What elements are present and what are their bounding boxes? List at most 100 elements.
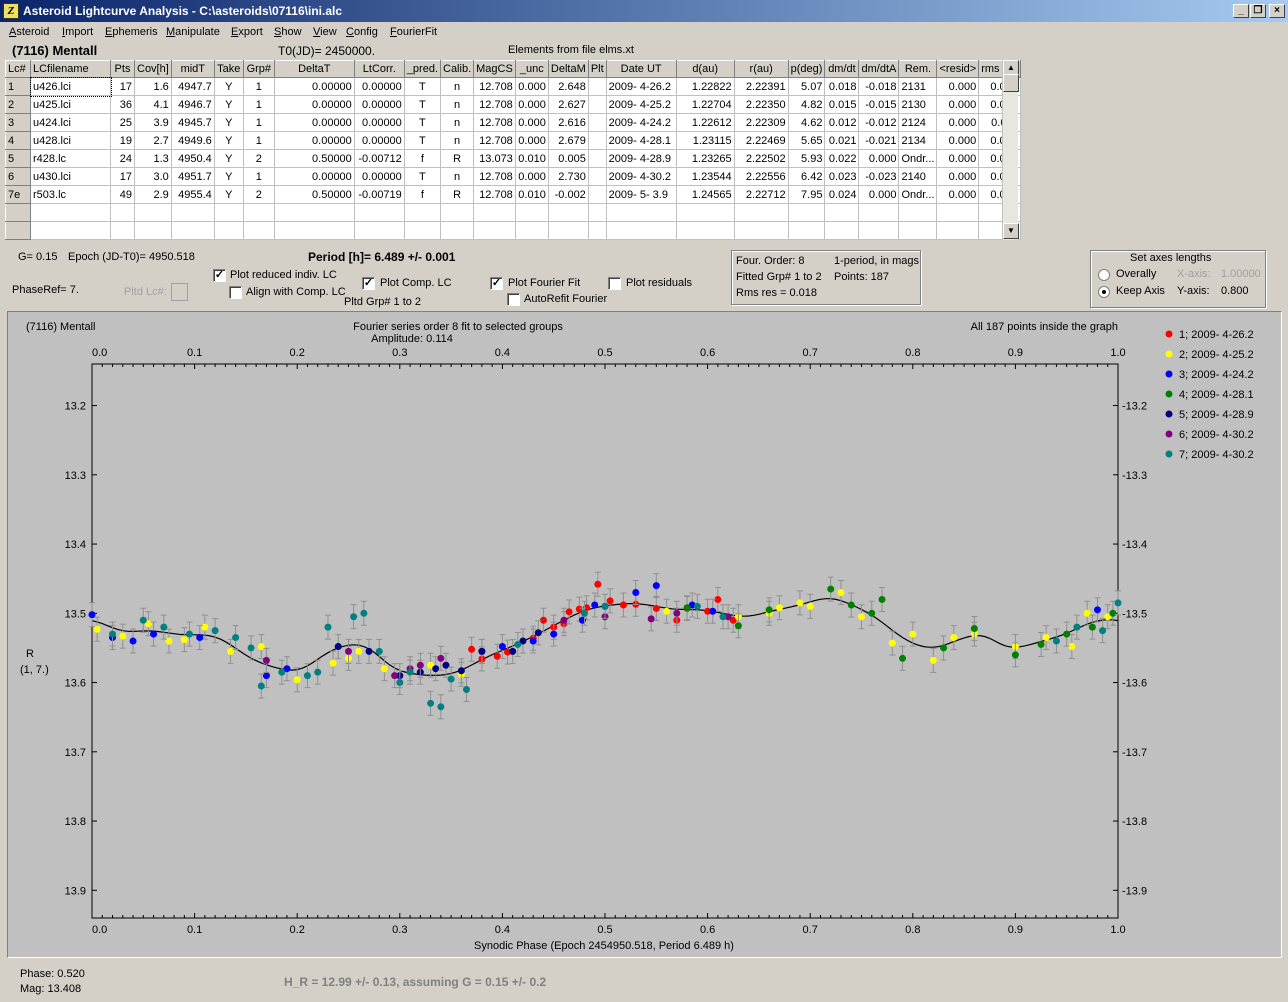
lightcurve-chart[interactable]: (7116) Mentall Fourier series order 8 fi… <box>8 312 1281 957</box>
table-cell[interactable]: 0.000 <box>514 77 549 96</box>
xaxis-value[interactable]: 1.00000 <box>1221 268 1261 280</box>
table-cell[interactable] <box>473 221 516 240</box>
table-cell[interactable]: 3.0 <box>134 167 172 186</box>
table-cell[interactable]: 2.7 <box>134 131 172 150</box>
table-cell[interactable] <box>733 221 789 240</box>
table-cell[interactable]: 0.000 <box>514 131 549 150</box>
autorefit-checkbox[interactable] <box>507 293 520 306</box>
table-cell[interactable]: 2.648 <box>547 77 589 96</box>
table-cell[interactable] <box>403 203 442 222</box>
table-cell[interactable]: u428.lci <box>30 131 111 150</box>
table-cell[interactable]: -0.018 <box>858 77 900 96</box>
table-cell[interactable]: 1.23544 <box>675 167 735 186</box>
table-cell[interactable] <box>787 203 826 222</box>
menu-asteroid[interactable]: Asteroid <box>9 26 50 38</box>
table-cell[interactable]: 2009- 4-25.2 <box>605 95 677 114</box>
table-cell[interactable] <box>213 221 244 240</box>
column-header[interactable]: Calib. <box>439 60 475 78</box>
table-cell[interactable] <box>936 221 980 240</box>
table-cell[interactable]: 7.95 <box>787 185 826 204</box>
table-cell[interactable] <box>605 221 677 240</box>
table-cell[interactable]: n <box>439 167 475 186</box>
table-cell[interactable]: 0.010 <box>514 185 549 204</box>
table-cell[interactable]: 0.023 <box>824 167 860 186</box>
table-cell[interactable]: 2.22350 <box>733 95 789 114</box>
table-cell[interactable]: Y <box>213 185 244 204</box>
table-cell[interactable]: 12.708 <box>473 95 516 114</box>
column-header[interactable]: midT <box>170 60 215 78</box>
table-cell[interactable]: 2124 <box>898 113 938 132</box>
table-cell[interactable]: 0.005 <box>547 149 589 168</box>
table-cell[interactable]: 1 <box>242 77 275 96</box>
overall-radio[interactable] <box>1098 269 1110 281</box>
table-cell[interactable]: 0.000 <box>858 185 900 204</box>
row-header[interactable]: 2 <box>5 95 31 114</box>
close-button[interactable]: × <box>1269 4 1285 18</box>
pltd-lc-spinner[interactable] <box>171 283 188 301</box>
column-header[interactable]: Cov[h] <box>134 60 172 78</box>
table-cell[interactable] <box>439 221 475 240</box>
table-cell[interactable]: -0.021 <box>858 131 900 150</box>
table-cell[interactable]: 0.00000 <box>353 167 405 186</box>
table-cell[interactable]: Y <box>213 149 244 168</box>
table-cell[interactable]: Ondr... <box>898 185 938 204</box>
lightcurve-table[interactable]: Lc# LCfilename Pts Cov[h] midT Take Grp# DeltaT… <box>5 60 1021 240</box>
table-cell[interactable]: -0.012 <box>858 113 900 132</box>
table-cell[interactable] <box>824 221 860 240</box>
yaxis-value[interactable]: 0.800 <box>1221 285 1249 297</box>
row-header[interactable]: 7e <box>5 185 31 204</box>
plot-residuals-checkbox[interactable] <box>608 277 621 290</box>
table-cell[interactable]: 1 <box>242 167 275 186</box>
table-cell[interactable]: 2.9 <box>134 185 172 204</box>
table-cell[interactable]: 4947.7 <box>170 77 215 96</box>
table-cell[interactable]: Ondr... <box>898 149 938 168</box>
column-header[interactable]: Rem. <box>898 60 938 78</box>
minimize-button[interactable]: _ <box>1233 4 1249 18</box>
table-cell[interactable]: 2 <box>242 149 275 168</box>
row-header[interactable] <box>5 203 31 222</box>
table-cell[interactable]: 12.708 <box>473 167 516 186</box>
table-cell[interactable]: 0.00000 <box>353 113 405 132</box>
table-cell[interactable]: 4945.7 <box>170 113 215 132</box>
table-cell[interactable]: 2134 <box>898 131 938 150</box>
table-cell[interactable]: 4949.6 <box>170 131 215 150</box>
table-cell[interactable]: 0.50000 <box>273 149 355 168</box>
table-cell[interactable]: 4.82 <box>787 95 826 114</box>
table-cell[interactable]: 0.000 <box>514 113 549 132</box>
table-cell[interactable] <box>898 221 938 240</box>
table-cell[interactable]: 1.24565 <box>675 185 735 204</box>
table-cell[interactable]: 2.730 <box>547 167 589 186</box>
table-cell[interactable]: 2.22309 <box>733 113 789 132</box>
table-cell[interactable]: 2.616 <box>547 113 589 132</box>
table-cell[interactable]: -0.00719 <box>353 185 405 204</box>
table-cell[interactable]: u424.lci <box>30 113 111 132</box>
table-cell[interactable]: -0.023 <box>858 167 900 186</box>
table-cell[interactable]: 0.00000 <box>353 131 405 150</box>
table-cell[interactable]: 0.00000 <box>273 77 355 96</box>
table-cell[interactable]: 24 <box>110 149 135 168</box>
table-cell[interactable] <box>273 221 355 240</box>
table-cell[interactable]: 1.23115 <box>675 131 735 150</box>
table-cell[interactable]: T <box>403 77 442 96</box>
table-cell[interactable]: Y <box>213 95 244 114</box>
table-cell[interactable]: 12.708 <box>473 113 516 132</box>
table-cell[interactable]: R <box>439 185 475 204</box>
table-scrollbar[interactable]: ▲ ▼ <box>1002 60 1019 240</box>
table-cell[interactable] <box>733 203 789 222</box>
table-cell[interactable] <box>824 203 860 222</box>
table-cell[interactable] <box>170 221 215 240</box>
table-cell[interactable]: R <box>439 149 475 168</box>
table-row[interactable]: 5 r428.lc 24 1.3 4950.4 Y 2 0.50000 -0.00712 f R 13… <box>5 149 1021 168</box>
table-cell[interactable] <box>403 221 442 240</box>
column-header[interactable]: dm/dt <box>824 60 860 78</box>
table-cell[interactable]: 36 <box>110 95 135 114</box>
restore-button[interactable]: ❐ <box>1250 4 1266 18</box>
column-header[interactable]: DeltaM <box>547 60 589 78</box>
table-cell[interactable]: 19 <box>110 131 135 150</box>
table-cell[interactable] <box>547 203 589 222</box>
table-cell[interactable]: -0.015 <box>858 95 900 114</box>
table-cell[interactable]: 1.22704 <box>675 95 735 114</box>
column-header[interactable]: _unc <box>514 60 549 78</box>
row-header[interactable]: 1 <box>5 77 31 96</box>
